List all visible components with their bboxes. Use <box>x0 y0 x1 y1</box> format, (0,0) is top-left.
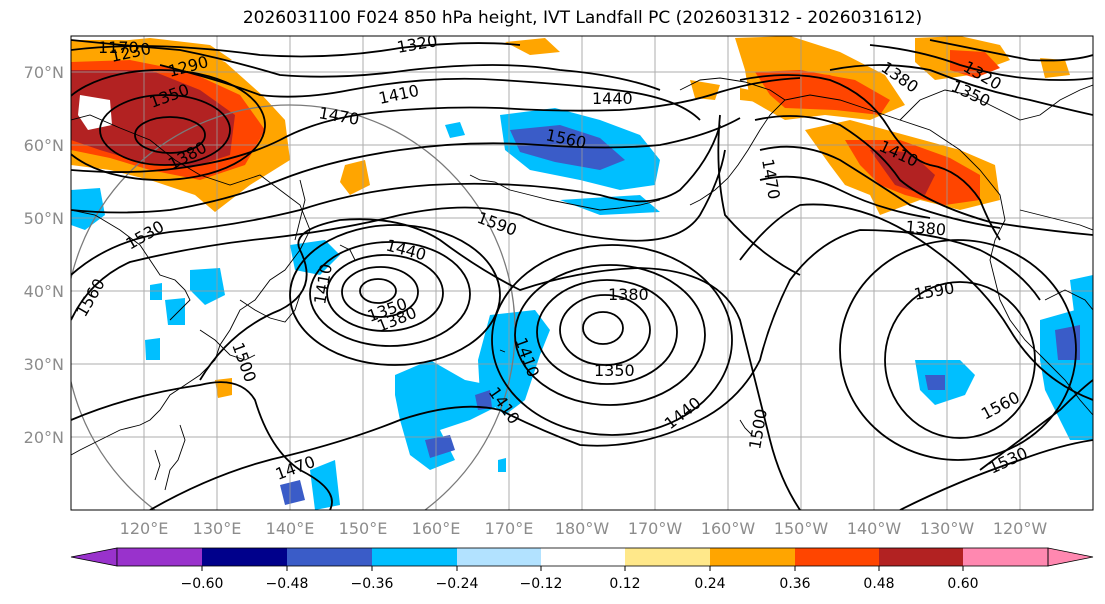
colorbar-extend-low <box>70 547 118 567</box>
colorbar-bin-7 <box>710 548 795 566</box>
lon-label-180w: 180°W <box>555 519 610 538</box>
colorbar-tick-label: 0.12 <box>609 576 640 592</box>
colorbar-bin-5 <box>541 548 625 566</box>
lon-label-170w: 170°W <box>628 519 683 538</box>
coastlines <box>71 77 1093 491</box>
lat-label-60n: 60°N <box>24 136 64 155</box>
colorbar-tick-label: −0.12 <box>520 576 563 592</box>
longitude-labels: 120°E 130°E 140°E 150°E 160°E 170°E 180°… <box>120 519 1048 538</box>
lon-label-120e: 120°E <box>120 519 169 538</box>
colorbar-tick-label: −0.60 <box>181 576 224 592</box>
colorbar-ticks <box>201 566 964 571</box>
colorbar-tick-label: 0.36 <box>779 576 810 592</box>
lon-label-140e: 140°E <box>266 519 315 538</box>
colorbar-tick-label: −0.48 <box>266 576 309 592</box>
contour-label-1170: 1170 <box>98 38 139 57</box>
colorbar-bin-4 <box>457 548 541 566</box>
contour-label-1350-center: 1350 <box>594 361 635 380</box>
colorbar-bin-8 <box>795 548 879 566</box>
colorbar-tick-label: 0.24 <box>694 576 725 592</box>
height-contours <box>71 39 1093 510</box>
lon-label-170e: 170°E <box>485 519 534 538</box>
contour-label-1320: 1320 <box>395 31 438 57</box>
lon-label-120w: 120°W <box>993 519 1048 538</box>
lat-label-30n: 30°N <box>24 355 64 374</box>
contour-label-1380-center: 1380 <box>608 285 649 304</box>
colorbar-tick-label: −0.24 <box>436 576 479 592</box>
colorbar-frame <box>116 547 1049 567</box>
lat-label-50n: 50°N <box>24 209 64 228</box>
colorbar-bin-2 <box>287 548 372 566</box>
colorbar-bin-6 <box>625 548 710 566</box>
colorbar-bin-0 <box>117 548 202 566</box>
lat-label-20n: 20°N <box>24 428 64 447</box>
colorbar: −0.60 −0.48 −0.36 −0.24 −0.12 0.12 0.24 … <box>70 547 1094 592</box>
lon-label-130w: 130°W <box>920 519 975 538</box>
colorbar-bin-1 <box>202 548 287 566</box>
lat-label-40n: 40°N <box>24 282 64 301</box>
lon-label-140w: 140°W <box>847 519 902 538</box>
colorbar-bin-3 <box>372 548 457 566</box>
lon-label-160w: 160°W <box>701 519 756 538</box>
map-title: 2026031100 F024 850 hPa height, IVT Land… <box>242 8 923 28</box>
colorbar-tick-label: 0.60 <box>947 576 978 592</box>
lon-label-160e: 160°E <box>412 519 461 538</box>
lat-label-70n: 70°N <box>24 63 64 82</box>
contour-label-1440-north: 1440 <box>592 89 633 108</box>
colorbar-tick-label: −0.36 <box>351 576 394 592</box>
map-frame <box>70 35 1094 511</box>
latitude-labels: 70°N 60°N 50°N 40°N 30°N 20°N <box>24 63 64 447</box>
lon-label-130e: 130°E <box>193 519 242 538</box>
colorbar-tick-label: 0.48 <box>863 576 894 592</box>
colorbar-extend-high <box>1047 547 1094 567</box>
contour-label-1380-east: 1380 <box>905 217 947 239</box>
colorbar-bin-10 <box>963 548 1048 566</box>
ivt-negative-shading <box>71 108 1093 510</box>
lon-label-150w: 150°W <box>774 519 829 538</box>
colorbar-bin-9 <box>879 548 963 566</box>
lon-label-150e: 150°E <box>339 519 388 538</box>
